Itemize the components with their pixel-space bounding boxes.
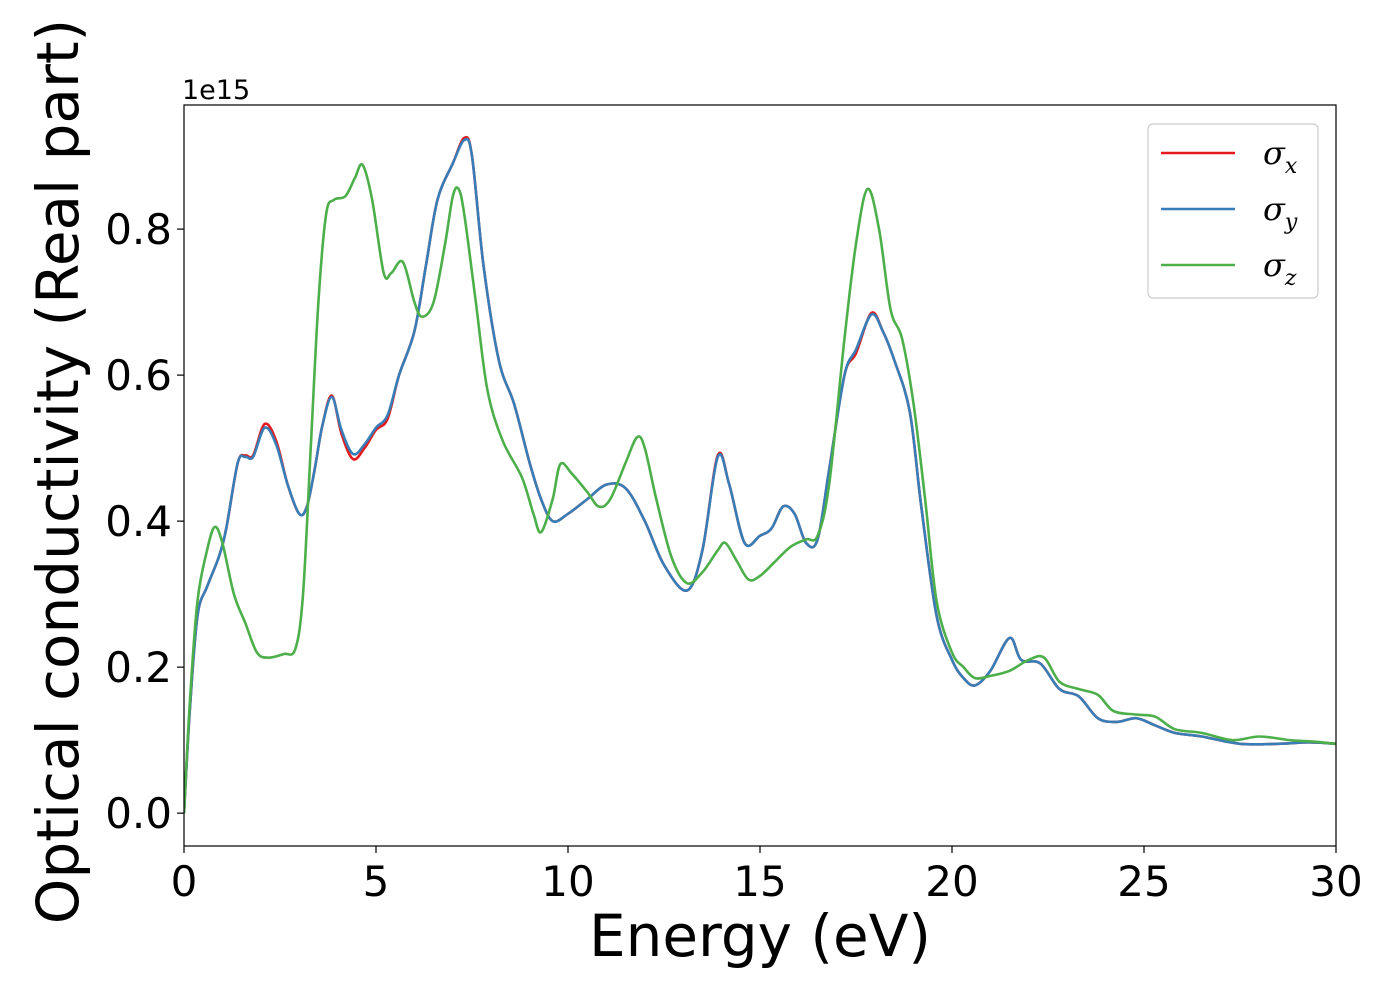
legend-label-y: σy — [1263, 190, 1298, 235]
y-tick-label: 0.2 — [105, 643, 172, 692]
y-tick-label: 0.8 — [105, 205, 172, 254]
x-tick-label: 5 — [363, 857, 390, 906]
x-axis-title: Energy (eV) — [589, 902, 931, 970]
axes: 0 5 10 15 20 25 30 0.0 0.2 0.4 0.6 0.8 — [105, 104, 1363, 906]
legend-box — [1147, 123, 1319, 299]
y-tick-label: 0.4 — [105, 497, 172, 546]
x-tick-label: 30 — [1309, 857, 1362, 906]
x-tick-label: 25 — [1117, 857, 1170, 906]
series-line-z — [184, 162, 1336, 814]
legend-label-x: σx — [1263, 134, 1298, 179]
legend: σx σy σz — [1147, 123, 1319, 299]
x-tick-label: 15 — [733, 857, 786, 906]
x-tick-label: 20 — [925, 857, 978, 906]
plot-area — [184, 135, 1336, 814]
x-tick-label: 10 — [541, 857, 594, 906]
y-tick-label: 0.6 — [105, 351, 172, 400]
y-offset-label: 1e15 — [182, 75, 250, 106]
y-tick-label: 0.0 — [105, 789, 172, 838]
legend-label-z: σz — [1263, 246, 1297, 291]
y-axis-title: Optical conductivity (Real part) — [24, 19, 92, 924]
x-tick-label: 0 — [171, 857, 198, 906]
